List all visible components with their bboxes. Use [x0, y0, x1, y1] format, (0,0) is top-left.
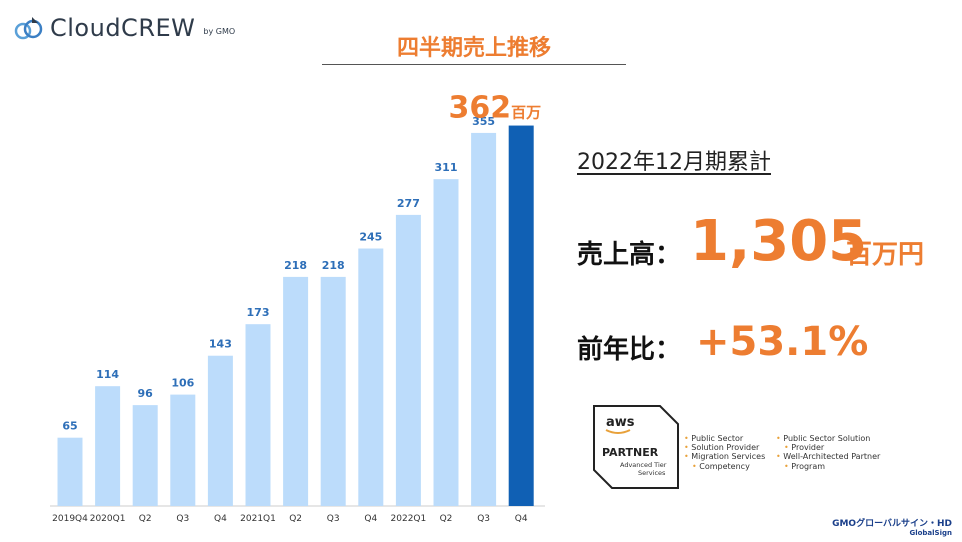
bar-2020Q1-1	[95, 386, 121, 506]
value-label: 355	[472, 115, 495, 128]
value-label: 218	[284, 259, 307, 272]
bar-Q3-7	[320, 276, 346, 506]
bar-Q4-12	[508, 125, 534, 506]
bar-Q2-2	[132, 405, 158, 506]
partner-item: Competency	[684, 462, 765, 471]
aws-partner-badge: aws PARTNER Advanced Tier Services	[593, 405, 679, 489]
globalsign-text: GlobalSign	[909, 529, 952, 537]
yoy-label: 前年比：	[577, 335, 682, 365]
bar-Q4-8	[358, 248, 384, 507]
x-tick-label: Q4	[515, 514, 528, 524]
tier-line-2: Services	[638, 469, 666, 477]
partner-item: Public Sector Solution	[776, 434, 880, 443]
highlight-value: 362	[449, 91, 512, 126]
x-tick-label: Q3	[176, 514, 189, 524]
x-tick-label: Q4	[364, 514, 377, 524]
partner-item: Migration Services	[684, 452, 765, 461]
sales-value: 1,305	[690, 209, 868, 274]
bar-Q2-10	[433, 179, 459, 506]
x-tick-label: 2022Q1	[391, 514, 427, 524]
highlight-value-label: 362百万	[449, 91, 542, 126]
x-tick-label: Q2	[139, 514, 152, 524]
value-label: 96	[138, 387, 154, 400]
sales-label: 売上高：	[577, 240, 682, 270]
partner-item: Well-Architected Partner	[776, 452, 880, 461]
highlight-unit: 百万	[511, 104, 541, 122]
value-label: 311	[435, 161, 458, 174]
yoy-value: +53.1%	[696, 319, 869, 365]
value-label: 143	[209, 338, 232, 351]
x-tick-label: Q4	[214, 514, 227, 524]
bar-Q3-11	[471, 132, 497, 506]
partner-list-right: Public Sector Solution Provider Well-Arc…	[776, 434, 880, 471]
bar-Q2-6	[283, 276, 309, 506]
title-underline	[322, 64, 626, 65]
bar-Q4-4	[207, 355, 233, 506]
x-tick-label: 2019Q4	[52, 514, 88, 524]
value-label: 245	[359, 231, 382, 244]
value-label: 65	[62, 420, 77, 433]
bar-2021Q1-5	[245, 324, 271, 506]
gmo-company: GMOグローバルサイン・HD	[832, 519, 952, 529]
logo-text: CloudCREW	[50, 14, 196, 42]
value-label: 277	[397, 197, 420, 210]
bar-Q3-3	[170, 394, 196, 506]
x-tick-label: 2021Q1	[240, 514, 276, 524]
sales-unit: 百万円	[846, 240, 925, 270]
value-label: 173	[247, 306, 270, 319]
partner-item: Provider	[776, 443, 880, 452]
bar-2022Q1-9	[395, 214, 421, 506]
bar-2019Q4-0	[57, 437, 83, 506]
value-label: 218	[322, 259, 345, 272]
chart-title: 四半期売上推移	[396, 36, 551, 61]
partner-text: PARTNER	[602, 446, 659, 459]
x-tick-label: Q3	[477, 514, 490, 524]
gmo-footer-logo: GMOグローバルサイン・HD GlobalSign	[832, 516, 952, 537]
x-tick-label: 2020Q1	[90, 514, 126, 524]
partner-item: Program	[776, 462, 880, 471]
x-tick-label: Q2	[440, 514, 453, 524]
partner-item: Public Sector	[684, 434, 765, 443]
tier-line-1: Advanced Tier	[620, 461, 667, 469]
cloud-logo-icon	[14, 17, 43, 40]
cumulative-label: 2022年12月期累計	[577, 150, 771, 175]
value-label: 114	[96, 368, 119, 381]
partner-list-left: Public Sector Solution Provider Migratio…	[684, 434, 765, 471]
cloudcrew-logo: CloudCREW by GMO	[14, 14, 235, 42]
x-tick-label: Q2	[289, 514, 302, 524]
partner-item: Solution Provider	[684, 443, 765, 452]
value-label: 106	[171, 377, 194, 390]
aws-text: aws	[606, 415, 635, 430]
logo-by: by GMO	[203, 27, 236, 36]
x-tick-label: Q3	[327, 514, 340, 524]
